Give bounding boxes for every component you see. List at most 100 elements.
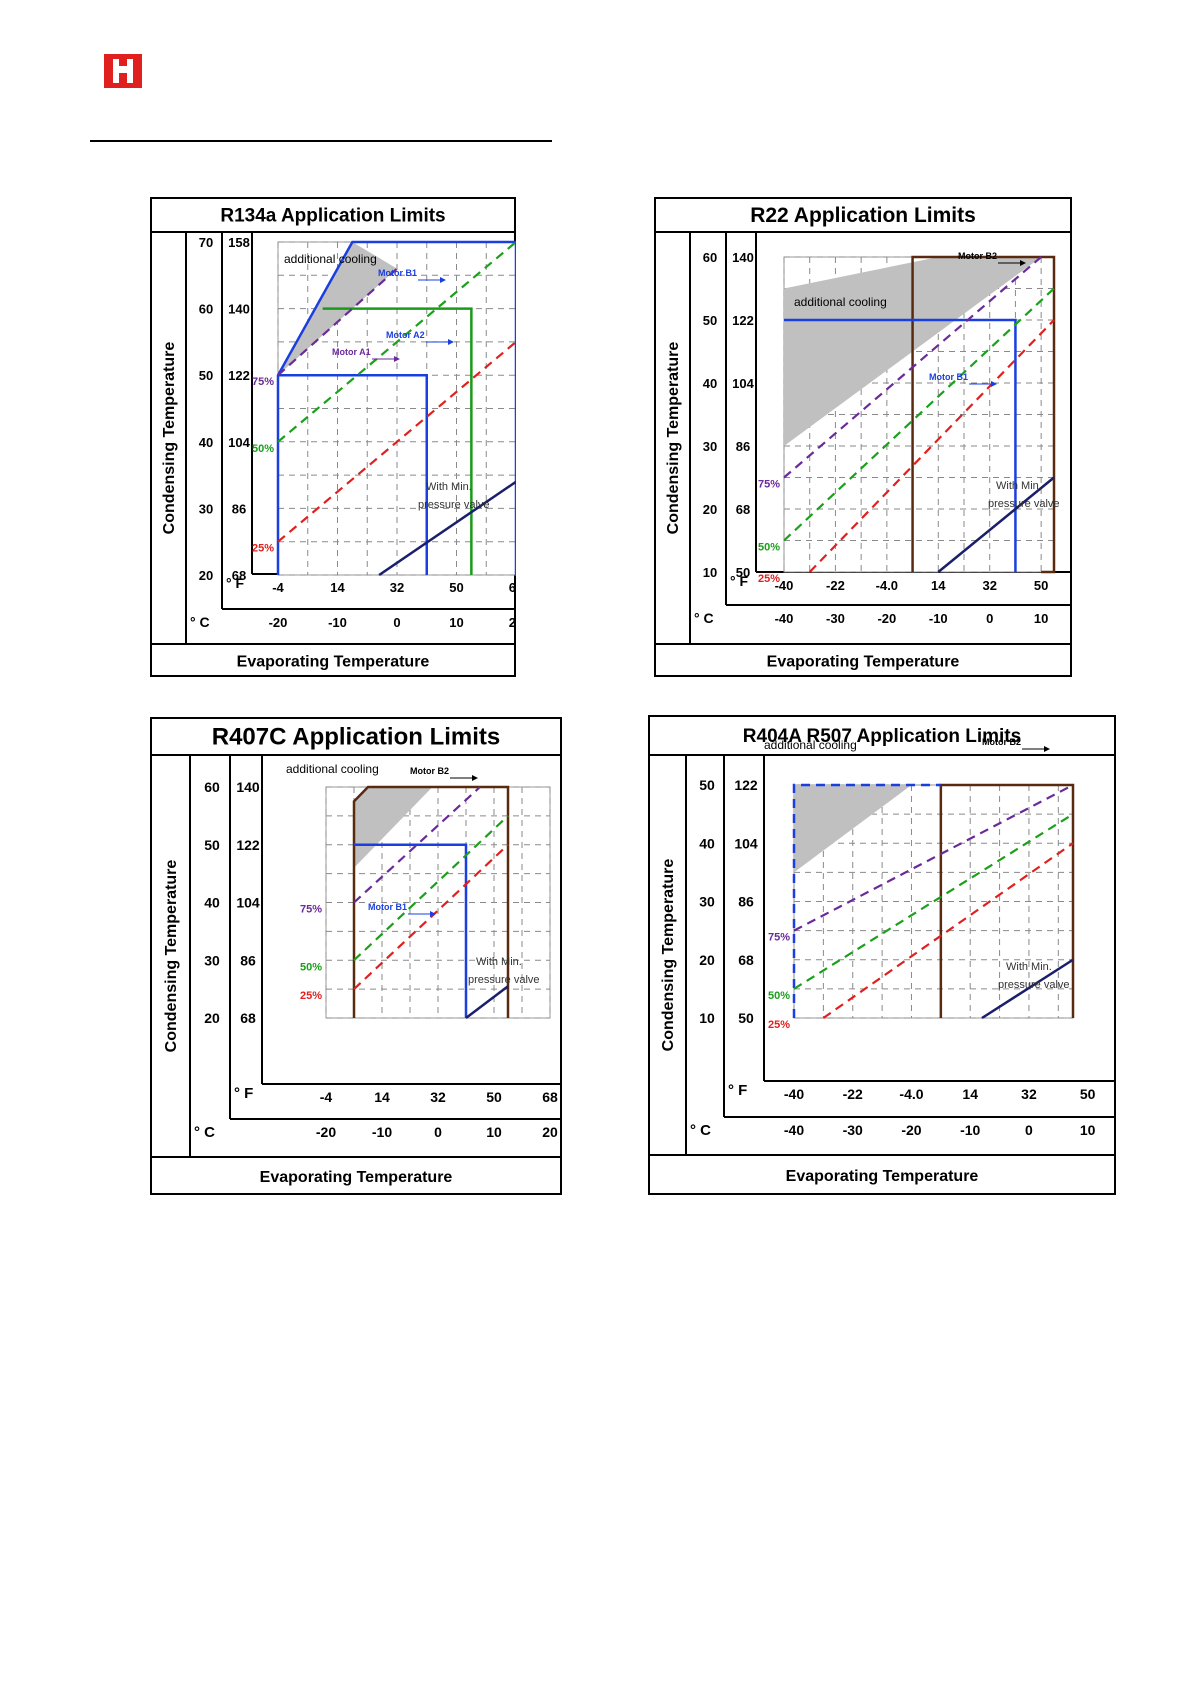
chart-svg: R407C Application Limits Condensing Tempe…	[150, 717, 562, 1195]
percent-label: 50%	[758, 542, 780, 554]
with-min-pressure-valve-line	[465, 985, 509, 1019]
x-tick-label-celsius: 20	[542, 1124, 558, 1140]
x-axis-title: Evaporating Temperature	[786, 1168, 979, 1185]
company-logo-icon	[104, 54, 142, 88]
arrow-head-icon	[430, 911, 436, 917]
x-tick-label-fahrenheit: -40	[775, 578, 794, 593]
x-tick-label-fahrenheit: 32	[982, 578, 996, 593]
y-tick-label-fahrenheit: 68	[240, 1010, 256, 1026]
y-tick-label-fahrenheit: 122	[734, 777, 758, 793]
x-tick-label-fahrenheit: 50	[449, 580, 463, 595]
min-pressure-note-line2: pressure valve	[418, 499, 490, 511]
r404a-r507-chart: R404A R507 Application Limits Condensing …	[648, 715, 1116, 1200]
y-tick-label-fahrenheit: 140	[228, 302, 250, 317]
x-tick-label-fahrenheit: -4.0	[899, 1086, 923, 1102]
with-min-pressure-valve-line	[937, 476, 1055, 573]
motor-label: Motor B1	[368, 902, 407, 912]
motor-b1-line	[354, 843, 468, 1018]
motor-label: Motor A1	[332, 347, 371, 357]
x-tick-label-celsius: 0	[986, 611, 993, 626]
75-line	[783, 256, 1042, 479]
x-axis-title: Evaporating Temperature	[237, 654, 430, 671]
percent-label: 75%	[768, 932, 790, 944]
25-line	[277, 341, 517, 543]
percent-label: 25%	[758, 573, 780, 585]
min-pressure-note-line2: pressure valve	[468, 974, 540, 986]
percent-label: 25%	[252, 543, 274, 555]
y-tick-label-fahrenheit: 122	[236, 837, 260, 853]
y-tick-label-fahrenheit: 104	[734, 835, 758, 851]
y-tick-label-celsius: 70	[199, 235, 213, 250]
y-tick-label-celsius: 50	[703, 313, 717, 328]
min-pressure-note-line2: pressure valve	[988, 498, 1060, 510]
x-axis-title: Evaporating Temperature	[260, 1169, 453, 1186]
y-tick-label-celsius: 30	[199, 501, 213, 516]
arrow-head-icon	[394, 356, 400, 362]
x-tick-label-celsius: -10	[929, 611, 948, 626]
x-tick-label-fahrenheit: 32	[1021, 1086, 1037, 1102]
y-axis-title: Condensing Temperature	[660, 859, 677, 1052]
motor-b1-line	[784, 318, 1017, 572]
x-tick-label-fahrenheit: -4.0	[876, 578, 898, 593]
x-unit-celsius: ° C	[690, 1122, 711, 1139]
x-tick-label-fahrenheit: -4	[320, 1089, 333, 1105]
x-unit-fahrenheit: ° F	[728, 1082, 747, 1099]
50-line	[277, 241, 517, 443]
motor-b2-line	[939, 783, 1075, 1018]
chart-title: R404A R507 Application Limits	[743, 726, 1021, 747]
x-tick-label-fahrenheit: 14	[931, 578, 946, 593]
min-pressure-note-line1: With Min.	[476, 956, 522, 968]
y-tick-label-fahrenheit: 86	[240, 952, 256, 968]
x-tick-label-celsius: -10	[328, 615, 347, 630]
y-tick-label-celsius: 40	[699, 835, 715, 851]
y-tick-label-fahrenheit: 68	[736, 502, 750, 517]
r407c-chart: R407C Application Limits Condensing Tempe…	[150, 717, 562, 1200]
additional-cooling-label: additional cooling	[764, 738, 857, 752]
motor-a2-line	[322, 307, 473, 575]
x-tick-label-celsius: -20	[269, 615, 288, 630]
x-unit-fahrenheit: ° F	[226, 575, 244, 591]
25-line	[822, 842, 1074, 1019]
y-tick-label-fahrenheit: 86	[232, 501, 246, 516]
x-tick-label-celsius: 10	[1034, 611, 1048, 626]
y-tick-label-celsius: 10	[699, 1010, 715, 1026]
chart-svg: R404A R507 Application Limits Condensing …	[648, 715, 1116, 1195]
percent-label: 75%	[300, 904, 322, 916]
y-axis-title: Condensing Temperature	[161, 342, 178, 535]
motor-a1-line	[278, 373, 428, 575]
motor-b2-line	[352, 785, 510, 1018]
x-tick-label-celsius: -20	[877, 611, 896, 626]
y-tick-label-fahrenheit: 122	[228, 368, 250, 383]
x-axis-title: Evaporating Temperature	[767, 654, 960, 671]
min-pressure-note-line1: With Min.	[1006, 961, 1052, 973]
x-tick-label-celsius: 10	[1080, 1122, 1096, 1138]
y-tick-label-celsius: 50	[199, 368, 213, 383]
motor-label: Motor B2	[958, 251, 997, 261]
r22-chart: R22 Application Limits Condensing Tempera…	[654, 197, 1072, 682]
x-unit-fahrenheit: ° F	[234, 1085, 253, 1102]
arrow-head-icon	[991, 381, 997, 387]
y-tick-label-fahrenheit: 50	[736, 565, 750, 580]
75-line	[353, 786, 481, 904]
y-tick-label-fahrenheit: 104	[236, 895, 260, 911]
x-tick-label-celsius: 0	[434, 1124, 442, 1140]
additional-cooling-envelope-line	[792, 783, 941, 1018]
x-tick-label-fahrenheit: -4	[272, 580, 284, 595]
x-tick-label-celsius: 10	[449, 615, 463, 630]
percent-label: 25%	[768, 1019, 790, 1031]
y-axis-title: Condensing Temperature	[665, 342, 682, 535]
y-tick-label-celsius: 20	[699, 952, 715, 968]
50-line	[783, 287, 1055, 542]
x-tick-label-celsius: 10	[486, 1124, 502, 1140]
x-tick-label-celsius: -10	[372, 1124, 392, 1140]
x-tick-label-fahrenheit: -40	[784, 1086, 804, 1102]
percent-label: 75%	[758, 479, 780, 491]
y-tick-label-fahrenheit: 140	[236, 779, 260, 795]
x-tick-label-celsius: 20	[509, 615, 516, 630]
x-tick-label-celsius: -40	[784, 1122, 804, 1138]
min-pressure-note-line2: pressure valve	[998, 979, 1070, 991]
y-tick-label-celsius: 60	[199, 302, 213, 317]
motor-label: Motor B2	[982, 737, 1021, 747]
y-tick-label-celsius: 40	[199, 435, 213, 450]
arrow-head-icon	[448, 339, 454, 345]
